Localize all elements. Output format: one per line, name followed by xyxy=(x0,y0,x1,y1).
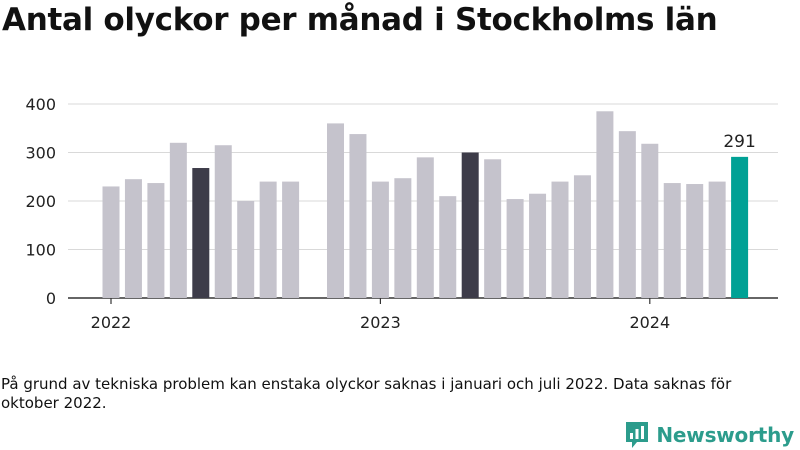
y-tick-label: 300 xyxy=(25,144,56,163)
bar-chart: 0 100 200 300 400 291 2022 2023 2024 xyxy=(25,95,778,332)
bar xyxy=(169,142,187,298)
bar xyxy=(573,175,591,298)
bar xyxy=(641,143,659,298)
chart-title: Antal olyckor per månad i Stockholms län xyxy=(2,2,718,38)
footnote: På grund av tekniska problem kan enstaka… xyxy=(1,375,732,412)
bar xyxy=(237,201,255,298)
bar xyxy=(259,181,277,298)
bar xyxy=(708,181,726,298)
bar xyxy=(663,183,681,298)
bar xyxy=(147,183,165,298)
bar xyxy=(618,131,636,298)
bar xyxy=(214,145,232,298)
bar xyxy=(327,123,344,299)
bar xyxy=(394,178,412,298)
labels: 0 100 200 300 400 291 2022 2023 2024 xyxy=(25,95,755,332)
y-tick-label: 0 xyxy=(46,289,56,308)
bar xyxy=(506,199,524,298)
x-tick-label: 2022 xyxy=(91,313,132,332)
y-tick-label: 100 xyxy=(25,241,56,260)
bar xyxy=(416,157,434,298)
bar xyxy=(596,111,614,299)
bar xyxy=(484,159,502,298)
bar xyxy=(124,179,142,298)
bar xyxy=(282,181,300,298)
bars xyxy=(102,111,749,299)
y-tick-label: 200 xyxy=(25,192,56,211)
bar xyxy=(731,156,749,298)
bar xyxy=(371,181,389,298)
bar xyxy=(461,152,479,298)
x-tick-label: 2024 xyxy=(629,313,670,332)
y-tick-label: 400 xyxy=(25,95,56,114)
x-tick-label: 2023 xyxy=(360,313,401,332)
bar xyxy=(102,186,120,298)
data-label: 291 xyxy=(723,132,755,152)
bar xyxy=(349,134,367,298)
bar xyxy=(439,196,457,298)
newsworthy-logo-icon xyxy=(626,422,649,448)
bar xyxy=(551,181,569,298)
bar xyxy=(686,184,704,298)
brand-logo: Newsworthy xyxy=(624,420,794,450)
bar xyxy=(529,193,547,298)
brand-name: Newsworthy xyxy=(656,423,794,447)
bar xyxy=(192,168,210,298)
